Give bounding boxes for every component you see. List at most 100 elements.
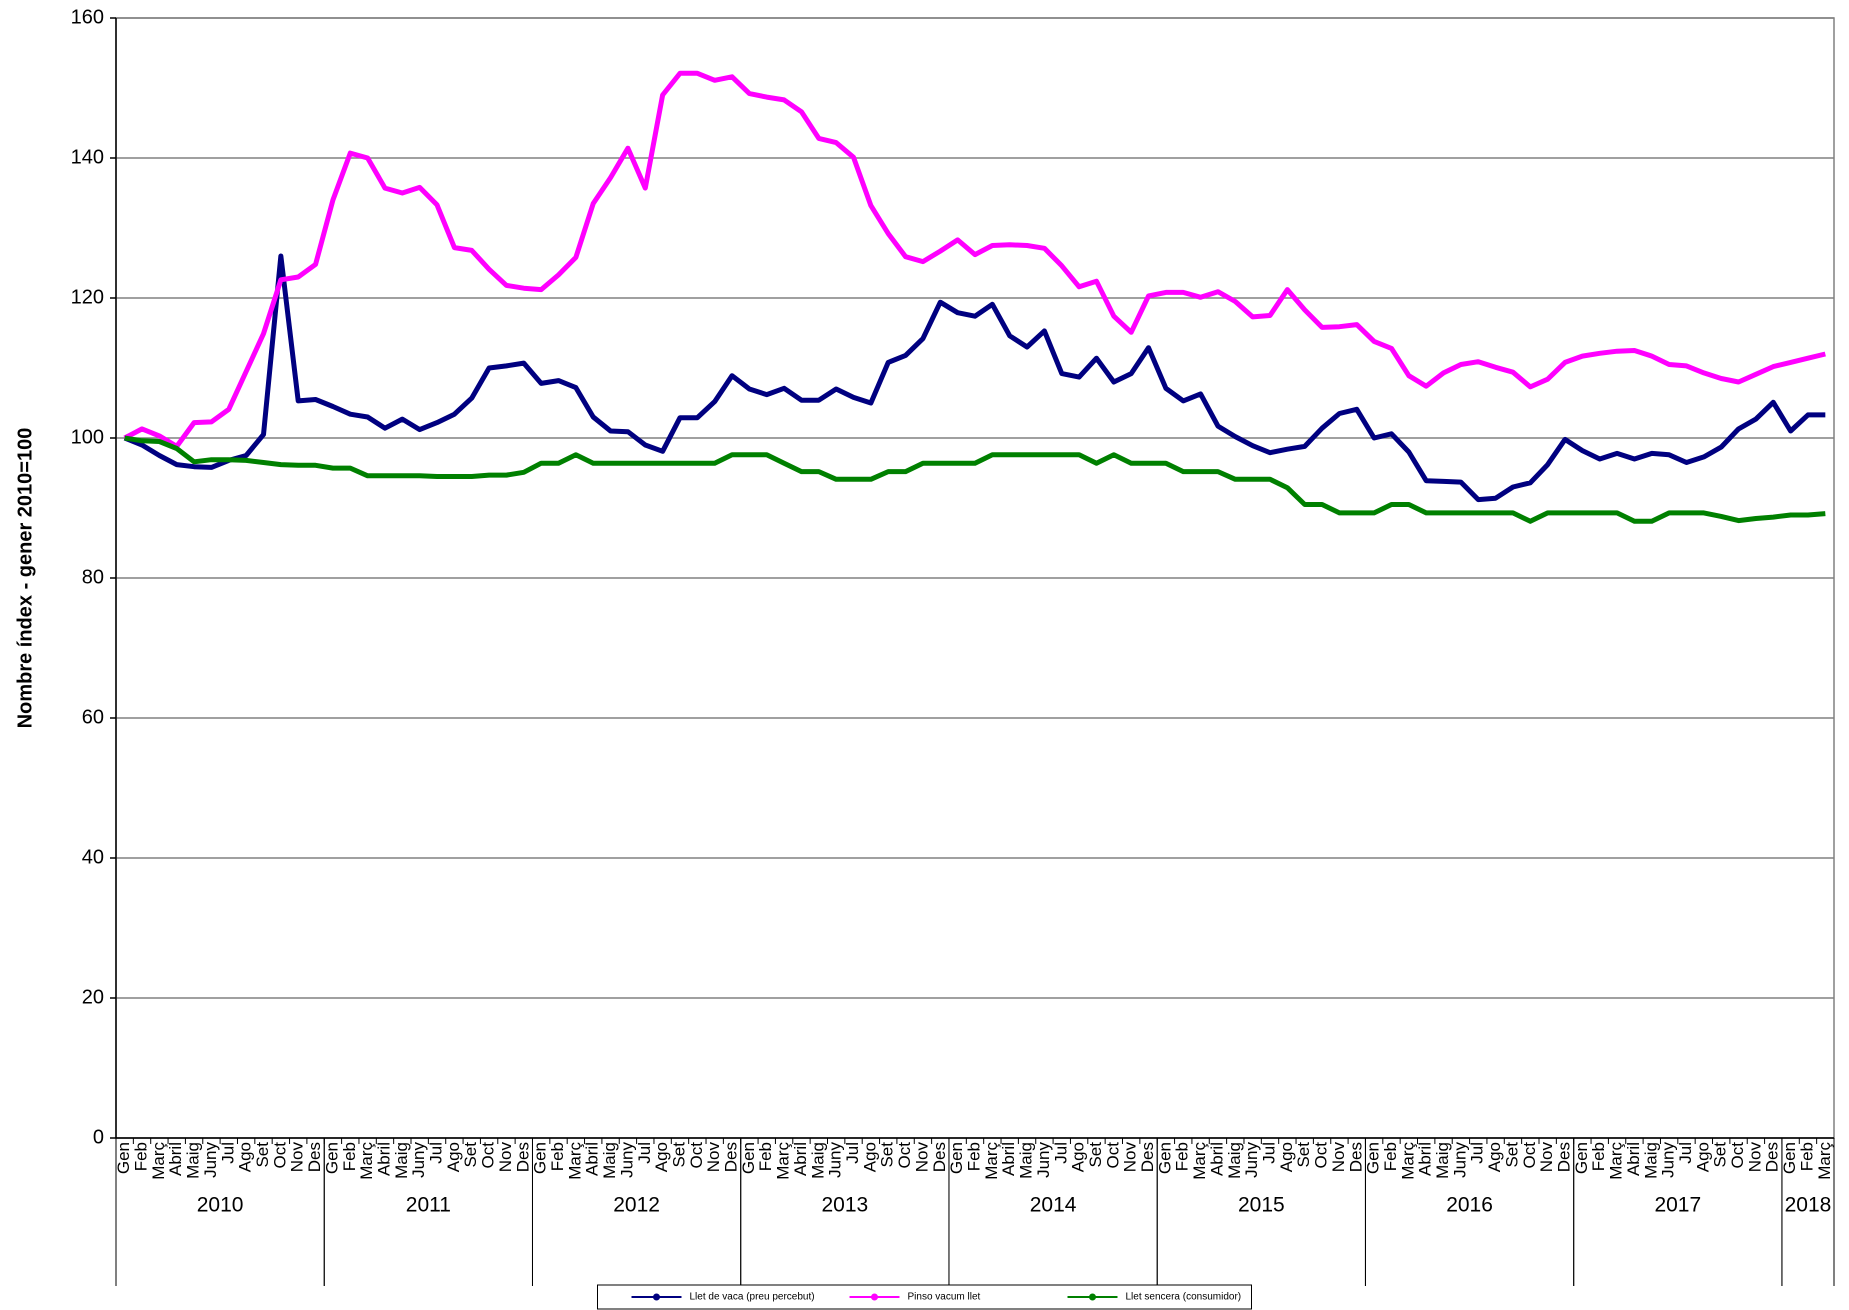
year-label: 2010 xyxy=(197,1194,244,1217)
x-tick-label: Set xyxy=(1502,1142,1521,1168)
x-tick-label: Gen xyxy=(1364,1142,1383,1174)
x-tick-label: Juny xyxy=(1450,1142,1469,1178)
x-tick-label: Abril xyxy=(999,1142,1018,1176)
x-tick-label: Jul xyxy=(843,1142,862,1164)
x-tick-label: Jul xyxy=(427,1142,446,1164)
x-tick-label: Gen xyxy=(1780,1142,1799,1174)
year-label: 2016 xyxy=(1446,1194,1493,1217)
y-tick-label: 40 xyxy=(82,846,104,868)
x-tick-label: Ago xyxy=(1069,1142,1088,1172)
x-tick-label: Des xyxy=(1346,1142,1365,1172)
x-tick-label: Oct xyxy=(1520,1142,1539,1169)
x-tick-label: Feb xyxy=(1381,1142,1400,1171)
x-tick-label: Maig xyxy=(392,1142,411,1179)
series-line xyxy=(123,70,1826,449)
x-tick-label: Juny xyxy=(1034,1142,1053,1178)
x-tick-label: Nov xyxy=(912,1142,931,1173)
year-label: 2014 xyxy=(1030,1194,1077,1217)
x-tick-label: Jul xyxy=(1259,1142,1278,1164)
x-tick-label: Març xyxy=(1815,1142,1834,1180)
legend-label: Llet sencera (consumidor) xyxy=(1126,1292,1242,1303)
x-tick-label: Gen xyxy=(1572,1142,1591,1174)
x-tick-label: Maig xyxy=(1225,1142,1244,1179)
x-tick-label: Març xyxy=(357,1142,376,1180)
x-tick-label: Des xyxy=(305,1142,324,1172)
x-tick-label: Gen xyxy=(947,1142,966,1174)
x-tick-label: Set xyxy=(1086,1142,1105,1168)
x-tick-label: Set xyxy=(1711,1142,1730,1168)
x-tick-label: Ago xyxy=(860,1142,879,1172)
x-tick-label: Oct xyxy=(1312,1142,1331,1169)
x-tick-label: Des xyxy=(1763,1142,1782,1172)
year-label: 2013 xyxy=(821,1194,868,1217)
legend-label: Pinso vacum llet xyxy=(908,1292,981,1303)
year-label: 2012 xyxy=(613,1194,660,1217)
x-tick-label: Jul xyxy=(635,1142,654,1164)
x-tick-label: Abril xyxy=(1624,1142,1643,1176)
year-label: 2015 xyxy=(1238,1194,1285,1217)
x-tick-label: Oct xyxy=(895,1142,914,1169)
x-tick-label: Juny xyxy=(617,1142,636,1178)
x-tick-label: Març xyxy=(1190,1142,1209,1180)
legend-box xyxy=(597,1284,1252,1310)
x-tick-label: Ago xyxy=(652,1142,671,1172)
x-tick-label: Ago xyxy=(1693,1142,1712,1172)
year-label: 2018 xyxy=(1785,1194,1832,1217)
x-tick-label: Des xyxy=(722,1142,741,1172)
x-tick-label: Des xyxy=(1555,1142,1574,1172)
x-tick-label: Maig xyxy=(1017,1142,1036,1179)
x-tick-label: Oct xyxy=(1103,1142,1122,1169)
x-tick-label: Feb xyxy=(756,1142,775,1171)
y-tick-label: 160 xyxy=(71,6,104,28)
x-tick-label: Abril xyxy=(583,1142,602,1176)
x-tick-label: Jul xyxy=(1676,1142,1695,1164)
y-tick-label: 80 xyxy=(82,566,104,588)
x-tick-label: Març xyxy=(1607,1142,1626,1180)
x-tick-label: Feb xyxy=(1173,1142,1192,1171)
x-tick-label: Juny xyxy=(1242,1142,1261,1178)
x-tick-label: Oct xyxy=(1728,1142,1747,1169)
x-tick-label: Des xyxy=(1138,1142,1157,1172)
x-tick-label: Set xyxy=(878,1142,897,1168)
y-tick-label: 100 xyxy=(71,426,104,448)
x-tick-label: Nov xyxy=(1121,1142,1140,1173)
x-tick-label: Oct xyxy=(270,1142,289,1169)
x-tick-label: Abril xyxy=(166,1142,185,1176)
x-tick-label: Oct xyxy=(479,1142,498,1169)
x-tick-label: Feb xyxy=(964,1142,983,1171)
x-tick-label: Set xyxy=(669,1142,688,1168)
x-tick-label: Jul xyxy=(1468,1142,1487,1164)
x-tick-label: Maig xyxy=(600,1142,619,1179)
y-tick-label: 0 xyxy=(93,1126,104,1148)
x-tick-label: Feb xyxy=(1589,1142,1608,1171)
x-tick-label: Març xyxy=(565,1142,584,1180)
legend-marker xyxy=(653,1293,660,1301)
x-tick-label: Nov xyxy=(288,1142,307,1173)
y-tick-label: 20 xyxy=(82,986,104,1008)
x-tick-label: Nov xyxy=(496,1142,515,1173)
x-tick-label: Ago xyxy=(236,1142,255,1172)
x-tick-label: Feb xyxy=(340,1142,359,1171)
x-tick-label: Gen xyxy=(114,1142,133,1174)
x-tick-label: Juny xyxy=(201,1142,220,1178)
x-tick-label: Nov xyxy=(1537,1142,1556,1173)
x-tick-label: Març xyxy=(1398,1142,1417,1180)
year-label: 2011 xyxy=(406,1194,451,1217)
x-tick-label: Feb xyxy=(132,1142,151,1171)
x-tick-label: Maig xyxy=(1433,1142,1452,1179)
legend-marker xyxy=(871,1293,878,1301)
x-tick-label: Set xyxy=(461,1142,480,1168)
x-tick-label: Juny xyxy=(826,1142,845,1178)
y-tick-label: 60 xyxy=(82,706,104,728)
x-tick-label: Abril xyxy=(374,1142,393,1176)
x-tick-label: Gen xyxy=(739,1142,758,1174)
x-tick-label: Abril xyxy=(791,1142,810,1176)
x-tick-label: Des xyxy=(930,1142,949,1172)
x-tick-label: Gen xyxy=(531,1142,550,1174)
x-tick-label: Set xyxy=(253,1142,272,1168)
x-tick-label: Des xyxy=(513,1142,532,1172)
series-line xyxy=(123,253,1826,503)
x-tick-label: Gen xyxy=(322,1142,341,1174)
x-tick-label: Març xyxy=(149,1142,168,1180)
x-tick-label: Maig xyxy=(808,1142,827,1179)
